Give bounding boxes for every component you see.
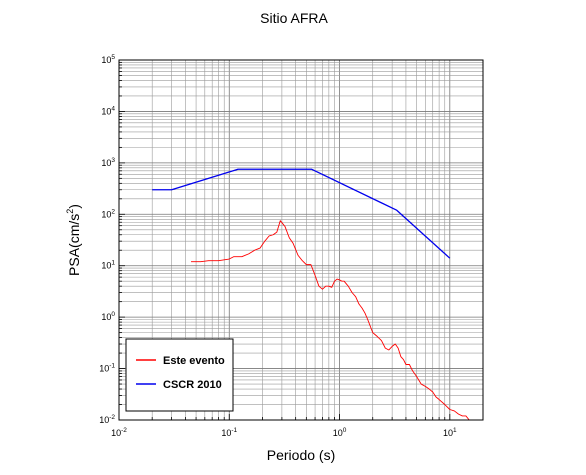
y-tick-base: 10 <box>101 209 111 219</box>
y-tick-base: 10 <box>99 415 109 425</box>
x-tick-exp: -1 <box>231 427 237 434</box>
legend-label-este-evento: Este evento <box>163 355 225 367</box>
y-tick-exp: 2 <box>111 208 115 215</box>
y-tick-label: 101 <box>101 260 115 271</box>
x-tick-base: 10 <box>221 428 231 438</box>
legend: Este evento CSCR 2010 <box>126 339 233 411</box>
chart-title: Sitio AFRA <box>260 10 328 26</box>
x-axis-label: Periodo (s) <box>267 447 335 463</box>
x-tick-label: 100 <box>333 427 347 438</box>
y-tick-base: 10 <box>99 364 109 374</box>
y-tick-base: 10 <box>101 158 111 168</box>
y-tick-base: 10 <box>101 312 111 322</box>
y-tick-label: 104 <box>101 105 115 116</box>
legend-box <box>126 339 233 411</box>
x-tick-label: 10-2 <box>111 427 127 438</box>
y-tick-base: 10 <box>101 261 111 271</box>
series-cscr-2010 <box>152 169 450 258</box>
y-axis-label-close: ) <box>66 204 82 209</box>
y-tick-label: 102 <box>101 208 115 219</box>
x-tick-exp: 1 <box>453 427 457 434</box>
y-tick-label: 100 <box>101 311 115 322</box>
y-tick-exp: 3 <box>111 157 115 164</box>
x-tick-label: 10-1 <box>221 427 237 438</box>
x-tick-base: 10 <box>443 428 453 438</box>
y-tick-exp: -1 <box>109 363 115 370</box>
y-tick-exp: 1 <box>111 260 115 267</box>
y-axis-label-base: PSA(cm/s <box>66 214 82 276</box>
x-tick-base: 10 <box>333 428 343 438</box>
y-tick-exp: 0 <box>111 311 115 318</box>
y-tick-base: 10 <box>101 106 111 116</box>
y-tick-label: 10-1 <box>99 363 115 374</box>
y-tick-label: 103 <box>101 157 115 168</box>
x-tick-exp: 0 <box>343 427 347 434</box>
y-tick-label: 10-2 <box>99 414 115 425</box>
y-tick-base: 10 <box>101 55 111 65</box>
y-tick-exp: -2 <box>109 414 115 421</box>
y-axis-label: PSA(cm/s2) <box>65 204 82 276</box>
y-tick-exp: 5 <box>111 54 115 61</box>
y-tick-exp: 4 <box>111 105 115 112</box>
y-tick-label: 105 <box>101 54 115 65</box>
x-tick-label: 101 <box>443 427 457 438</box>
x-tick-exp: -2 <box>121 427 127 434</box>
legend-label-cscr-2010: CSCR 2010 <box>163 379 222 391</box>
x-tick-base: 10 <box>111 428 121 438</box>
